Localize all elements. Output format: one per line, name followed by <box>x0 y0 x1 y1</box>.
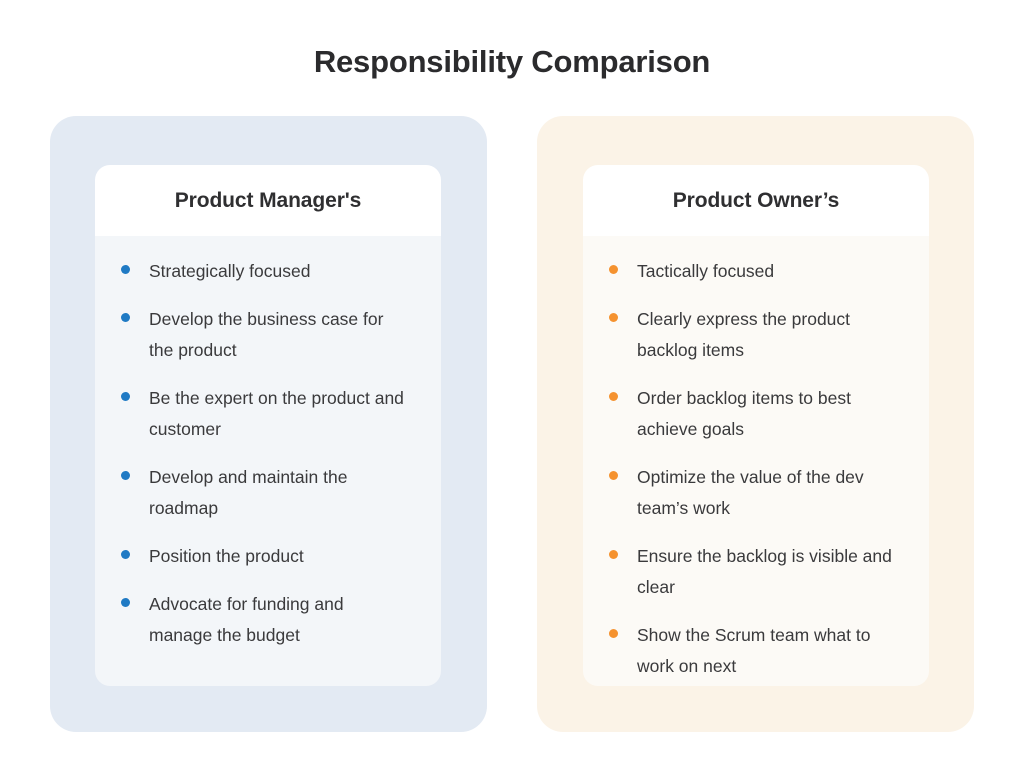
list-item: Advocate for funding and manage the budg… <box>121 589 415 651</box>
bullet-dot-icon <box>121 313 130 322</box>
list-item: Clearly express the product backlog item… <box>609 304 903 366</box>
list-item: Develop the business case for the produc… <box>121 304 415 366</box>
list-item-label: Optimize the value of the dev team’s wor… <box>637 467 864 518</box>
bullet-dot-icon <box>121 265 130 274</box>
list-item: Develop and maintain the roadmap <box>121 462 415 524</box>
list-item: Position the product <box>121 541 415 572</box>
card-heading-product-owner: Product Owner’s <box>672 188 840 212</box>
bullet-dot-icon <box>609 629 618 638</box>
bullet-dot-icon <box>609 313 618 322</box>
card-product-manager: Product Manager's Strategically focused … <box>95 165 441 686</box>
list-item-label: Be the expert on the product and custome… <box>149 388 404 439</box>
list-item: Show the Scrum team what to work on next <box>609 620 903 682</box>
card-body-product-manager: Strategically focused Develop the busine… <box>95 236 441 686</box>
card-header-product-owner: Product Owner’s <box>583 165 929 236</box>
card-product-owner: Product Owner’s Tactically focused Clear… <box>583 165 929 686</box>
bullet-dot-icon <box>121 550 130 559</box>
page-title: Responsibility Comparison <box>313 44 711 79</box>
card-body-product-owner: Tactically focused Clearly express the p… <box>583 236 929 686</box>
bullet-dot-icon <box>609 392 618 401</box>
list-item-label: Advocate for funding and manage the budg… <box>149 594 344 645</box>
bullet-dot-icon <box>609 265 618 274</box>
list-item-label: Ensure the backlog is visible and clear <box>637 546 892 597</box>
responsibility-list-product-owner: Tactically focused Clearly express the p… <box>609 256 903 682</box>
list-item: Order backlog items to best achieve goal… <box>609 383 903 445</box>
list-item-label: Strategically focused <box>149 261 311 281</box>
list-item-label: Position the product <box>149 546 304 566</box>
responsibility-list-product-manager: Strategically focused Develop the busine… <box>121 256 415 651</box>
list-item: Tactically focused <box>609 256 903 287</box>
list-item-label: Develop the business case for the produc… <box>149 309 384 360</box>
list-item-label: Order backlog items to best achieve goal… <box>637 388 851 439</box>
bullet-dot-icon <box>121 598 130 607</box>
list-item-label: Develop and maintain the roadmap <box>149 467 348 518</box>
list-item: Be the expert on the product and custome… <box>121 383 415 445</box>
bullet-dot-icon <box>121 471 130 480</box>
list-item-label: Tactically focused <box>637 261 775 281</box>
list-item: Optimize the value of the dev team’s wor… <box>609 462 903 524</box>
card-header-product-manager: Product Manager's <box>95 165 441 236</box>
list-item-label: Show the Scrum team what to work on next <box>637 625 871 676</box>
bullet-dot-icon <box>121 392 130 401</box>
list-item: Strategically focused <box>121 256 415 287</box>
card-heading-product-manager: Product Manager's <box>174 188 362 212</box>
bullet-dot-icon <box>609 471 618 480</box>
bullet-dot-icon <box>609 550 618 559</box>
list-item-label: Clearly express the product backlog item… <box>637 309 851 360</box>
list-item: Ensure the backlog is visible and clear <box>609 541 903 603</box>
